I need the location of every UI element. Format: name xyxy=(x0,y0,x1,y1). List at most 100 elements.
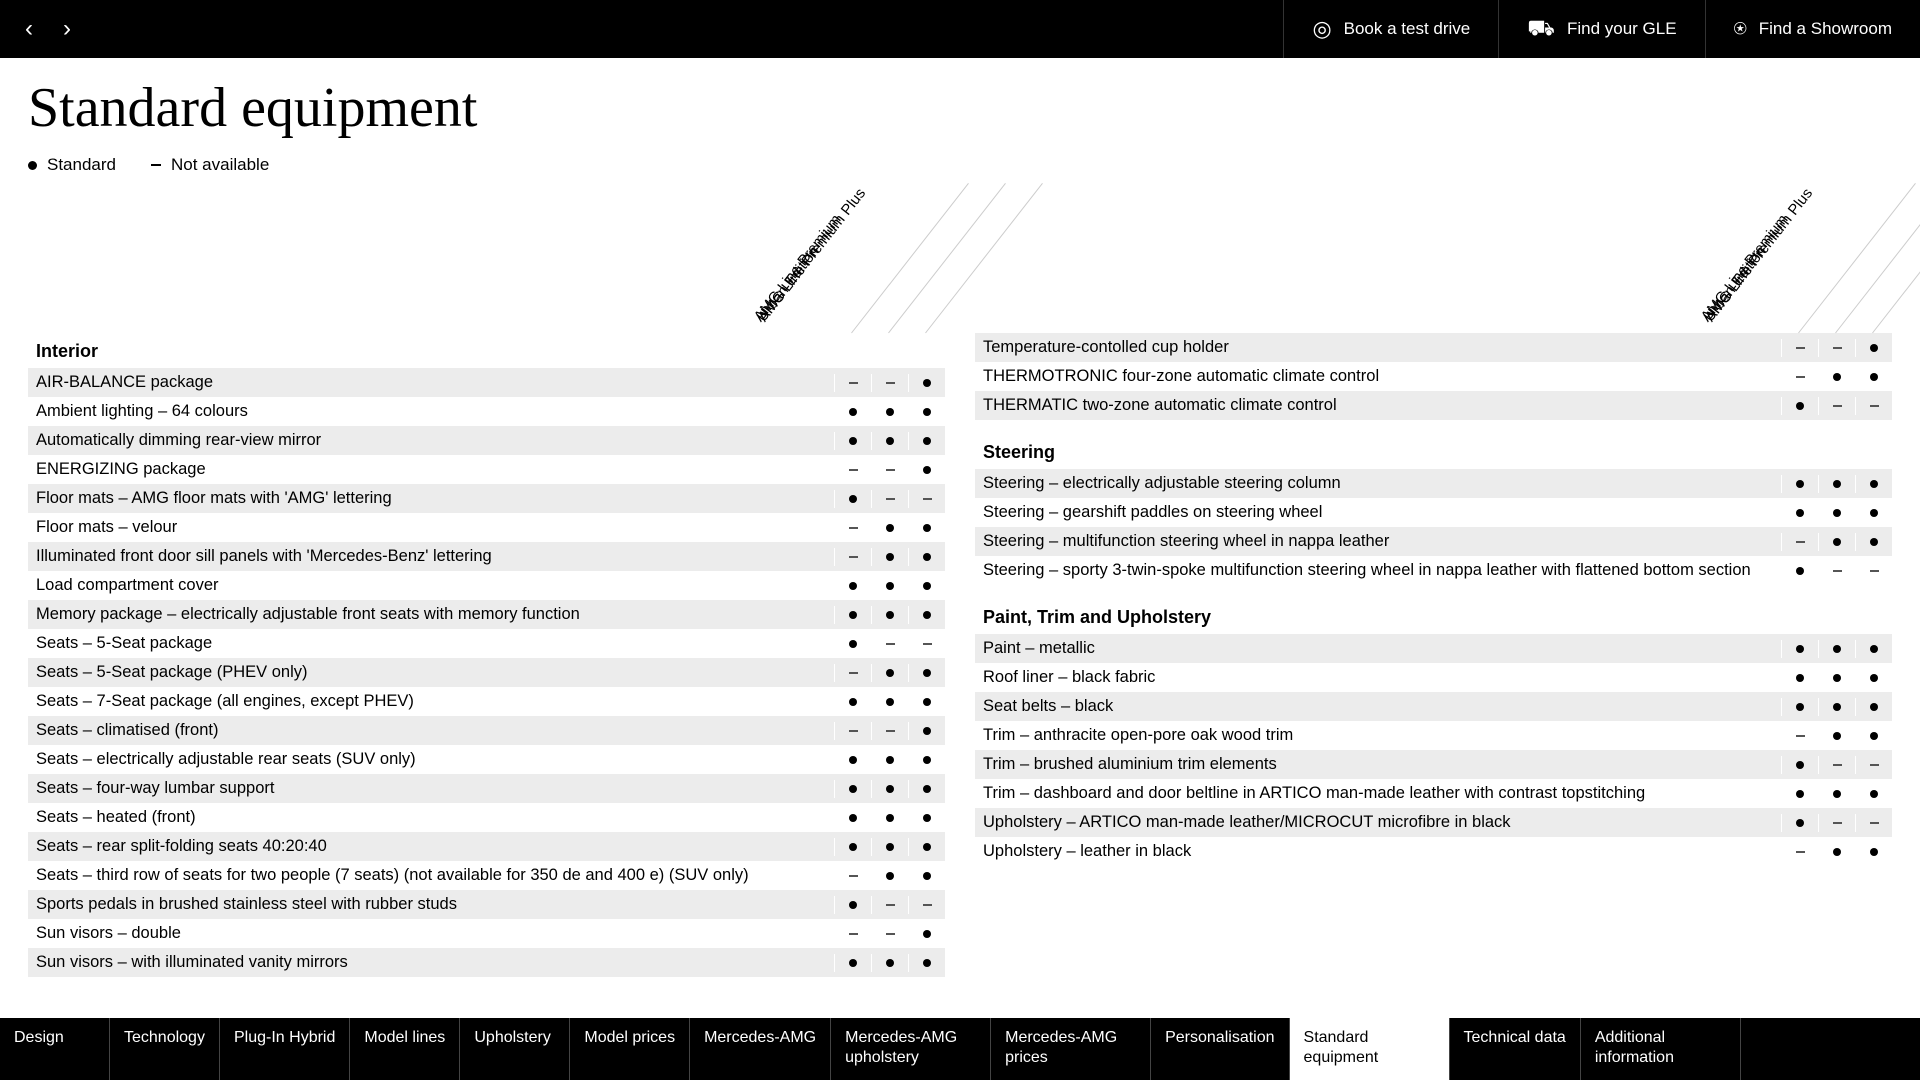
equipment-label: Temperature-contolled cup holder xyxy=(975,333,1781,362)
nav-standard-equipment[interactable]: Standard equipment xyxy=(1290,1018,1450,1080)
section-title: Paint, Trim and Upholstery xyxy=(975,599,1892,634)
equipment-label: Seats – climatised (front) xyxy=(28,716,834,745)
equipment-cell xyxy=(834,838,871,856)
nav-arrows: ‹ › xyxy=(0,15,71,43)
equipment-cell xyxy=(834,461,871,479)
equipment-label: Seats – 5-Seat package xyxy=(28,629,834,658)
equipment-label: Steering – sporty 3-twin-spoke multifunc… xyxy=(975,556,1781,585)
nav-plug-in-hybrid[interactable]: Plug-In Hybrid xyxy=(220,1018,350,1080)
nav-mercedes-amg-prices[interactable]: Mercedes-AMG prices xyxy=(991,1018,1151,1080)
equipment-row: Seats – four-way lumbar support xyxy=(28,774,945,803)
nav-model-prices[interactable]: Model prices xyxy=(570,1018,690,1080)
equipment-cell xyxy=(1855,727,1892,745)
equipment-cell xyxy=(834,490,871,508)
equipment-label: Seats – electrically adjustable rear sea… xyxy=(28,745,834,774)
prev-arrow[interactable]: ‹ xyxy=(25,15,33,43)
equipment-row: THERMATIC two-zone automatic climate con… xyxy=(975,391,1892,420)
equipment-label: Sun visors – with illuminated vanity mir… xyxy=(28,948,834,977)
equipment-cell xyxy=(871,664,908,682)
topbar-item-label: Find a Showroom xyxy=(1759,19,1892,39)
equipment-cell xyxy=(871,780,908,798)
equipment-row: Floor mats – AMG floor mats with 'AMG' l… xyxy=(28,484,945,513)
equipment-cell xyxy=(1818,669,1855,687)
equipment-cell xyxy=(908,780,945,798)
equipment-label: THERMOTRONIC four-zone automatic climate… xyxy=(975,362,1781,391)
equipment-row: Trim – anthracite open-pore oak wood tri… xyxy=(975,721,1892,750)
topbar-find-your-gle[interactable]: ⛟Find your GLE xyxy=(1498,0,1704,58)
equipment-label: Steering – gearshift paddles on steering… xyxy=(975,498,1781,527)
equipment-label: Seats – third row of seats for two peopl… xyxy=(28,861,834,890)
equipment-cell xyxy=(1818,843,1855,861)
nav-technology[interactable]: Technology xyxy=(110,1018,220,1080)
equipment-row: AIR-BALANCE package xyxy=(28,368,945,397)
equipment-row: Seat belts – black xyxy=(975,692,1892,721)
equipment-cell xyxy=(1855,814,1892,832)
equipment-cell xyxy=(1855,785,1892,803)
equipment-label: Illuminated front door sill panels with … xyxy=(28,542,834,571)
equipment-cell xyxy=(1781,533,1818,551)
nav-technical-data[interactable]: Technical data xyxy=(1450,1018,1581,1080)
legend: Standard Not available xyxy=(28,155,1892,175)
equipment-cell xyxy=(834,403,871,421)
equipment-cell xyxy=(871,374,908,392)
bottom-nav: DesignTechnologyPlug-In HybridModel line… xyxy=(0,1018,1920,1080)
trim-headers-right: Urban EditionAMG Line PremiumAMG Line Pr… xyxy=(975,183,1892,333)
equipment-cell xyxy=(1781,504,1818,522)
nav-model-lines[interactable]: Model lines xyxy=(350,1018,460,1080)
equipment-row: Trim – brushed aluminium trim elements xyxy=(975,750,1892,779)
equipment-cell xyxy=(834,519,871,537)
equipment-cell xyxy=(834,664,871,682)
legend-not-available: Not available xyxy=(151,155,269,175)
equipment-cell xyxy=(1818,562,1855,580)
equipment-cell xyxy=(908,461,945,479)
equipment-label: Automatically dimming rear-view mirror xyxy=(28,426,834,455)
nav-mercedes-amg[interactable]: Mercedes-AMG xyxy=(690,1018,831,1080)
nav-personalisation[interactable]: Personalisation xyxy=(1151,1018,1289,1080)
equipment-cell xyxy=(1855,843,1892,861)
equipment-cell xyxy=(1818,504,1855,522)
equipment-cell xyxy=(908,664,945,682)
equipment-cell xyxy=(871,403,908,421)
equipment-row: Sun visors – double xyxy=(28,919,945,948)
equipment-row: Ambient lighting – 64 colours xyxy=(28,397,945,426)
equipment-cell xyxy=(871,519,908,537)
equipment-label: Upholstery – leather in black xyxy=(975,837,1781,866)
left-column: Urban EditionAMG Line PremiumAMG Line Pr… xyxy=(28,183,945,991)
equipment-cell xyxy=(834,954,871,972)
equipment-table-right: Temperature-contolled cup holderTHERMOTR… xyxy=(975,333,1892,880)
equipment-cell xyxy=(908,838,945,856)
equipment-cell xyxy=(871,635,908,653)
equipment-cell xyxy=(834,548,871,566)
equipment-cell xyxy=(1855,533,1892,551)
trim-header: AMG Line Premium Plus xyxy=(754,185,868,325)
equipment-cell xyxy=(871,548,908,566)
equipment-cell xyxy=(908,548,945,566)
equipment-cell xyxy=(908,403,945,421)
equipment-label: THERMATIC two-zone automatic climate con… xyxy=(975,391,1781,420)
nav-design[interactable]: Design xyxy=(0,1018,110,1080)
nav-additional-information[interactable]: Additional information xyxy=(1581,1018,1741,1080)
equipment-row: Sun visors – with illuminated vanity mir… xyxy=(28,948,945,977)
nav-upholstery[interactable]: Upholstery xyxy=(460,1018,570,1080)
equipment-label: Seats – heated (front) xyxy=(28,803,834,832)
equipment-label: Seats – 7-Seat package (all engines, exc… xyxy=(28,687,834,716)
equipment-cell xyxy=(1781,669,1818,687)
topbar-book-a-test-drive[interactable]: ◎Book a test drive xyxy=(1283,0,1498,58)
equipment-cell xyxy=(908,722,945,740)
equipment-cell xyxy=(1818,727,1855,745)
equipment-cell xyxy=(871,577,908,595)
equipment-cell xyxy=(908,809,945,827)
equipment-label: Trim – brushed aluminium trim elements xyxy=(975,750,1781,779)
equipment-cell xyxy=(908,693,945,711)
equipment-cell xyxy=(1781,562,1818,580)
equipment-row: THERMOTRONIC four-zone automatic climate… xyxy=(975,362,1892,391)
next-arrow[interactable]: › xyxy=(63,15,71,43)
equipment-cell xyxy=(1818,533,1855,551)
topbar-find-a-showroom[interactable]: ⍟Find a Showroom xyxy=(1705,0,1920,58)
nav-mercedes-amg-upholstery[interactable]: Mercedes-AMG upholstery xyxy=(831,1018,991,1080)
topbar-item-label: Book a test drive xyxy=(1344,19,1471,39)
equipment-cell xyxy=(908,896,945,914)
trim-headers-left: Urban EditionAMG Line PremiumAMG Line Pr… xyxy=(28,183,945,333)
equipment-label: Trim – anthracite open-pore oak wood tri… xyxy=(975,721,1781,750)
equipment-cell xyxy=(834,896,871,914)
